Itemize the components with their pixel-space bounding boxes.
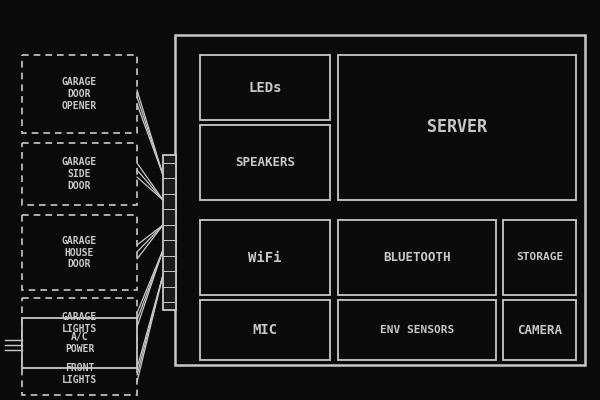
Text: A/C
POWER: A/C POWER [65,332,94,354]
Bar [338,55,576,200]
Bar [22,353,137,395]
Bar [503,220,576,295]
Text: WiFi: WiFi [248,250,282,264]
Text: SPEAKERS: SPEAKERS [235,156,295,169]
Bar [22,298,137,348]
Bar [338,300,496,360]
Text: SERVER: SERVER [427,118,487,136]
Text: GARAGE
HOUSE
DOOR: GARAGE HOUSE DOOR [62,236,97,269]
Bar [22,143,137,205]
Bar [338,220,496,295]
Bar [175,35,585,365]
Bar [200,125,330,200]
Bar [22,215,137,290]
Bar [22,318,137,368]
Bar [200,55,330,120]
Text: GARAGE
SIDE
DOOR: GARAGE SIDE DOOR [62,157,97,190]
Bar [163,155,176,310]
Text: LEDs: LEDs [248,80,282,94]
Text: CAMERA: CAMERA [517,324,562,336]
Bar [200,220,330,295]
Text: ENV SENSORS: ENV SENSORS [380,325,454,335]
Bar [200,300,330,360]
Text: STORAGE: STORAGE [516,252,563,262]
Bar [503,300,576,360]
Text: BLUETOOTH: BLUETOOTH [383,251,451,264]
Text: GARAGE
LIGHTS: GARAGE LIGHTS [62,312,97,334]
Bar [22,55,137,133]
Text: GARAGE
DOOR
OPENER: GARAGE DOOR OPENER [62,77,97,111]
Text: MIC: MIC [253,323,278,337]
Text: FRONT
LIGHTS: FRONT LIGHTS [62,363,97,385]
